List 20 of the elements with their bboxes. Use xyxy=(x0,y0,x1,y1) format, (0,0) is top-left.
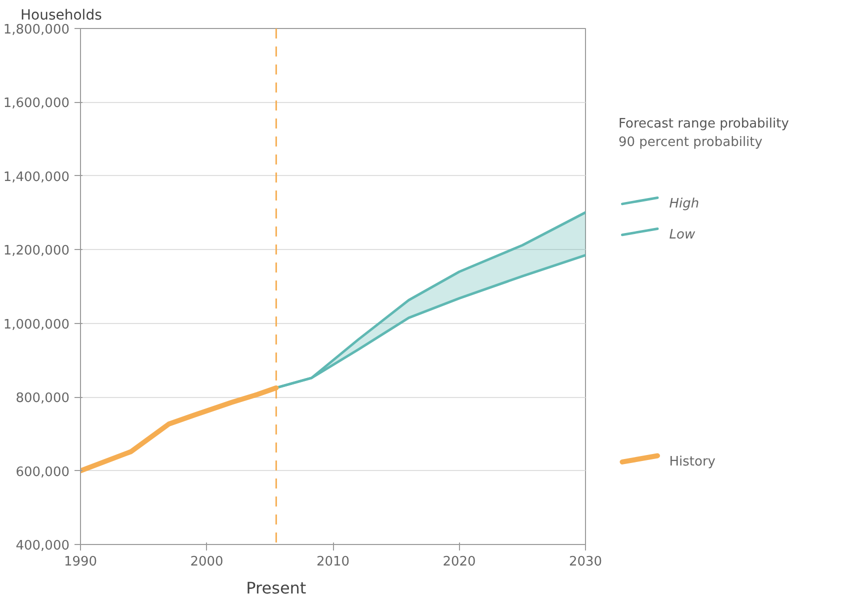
y-tick-label: 1,200,000 xyxy=(3,244,70,259)
x-tick-label: 1990 xyxy=(64,554,98,570)
x-tick-label: 2000 xyxy=(190,554,224,570)
y-tick-label: 800,000 xyxy=(16,391,70,406)
y-tick-label: 1,000,000 xyxy=(3,317,70,332)
y-tick-label: 1,800,000 xyxy=(3,22,70,38)
x-tick-label: 2030 xyxy=(568,554,602,570)
ref-line-label: Present xyxy=(246,578,306,598)
legend-label: Low xyxy=(669,227,696,242)
y-axis-title: Households xyxy=(20,8,102,24)
y-tick-label: 1,400,000 xyxy=(3,170,70,185)
y-tick-label: 400,000 xyxy=(16,538,70,554)
x-tick-label: 2010 xyxy=(316,554,350,570)
x-tick-label: 2020 xyxy=(442,554,476,570)
y-tick-label: 600,000 xyxy=(16,464,70,480)
y-tick-label: 1,600,000 xyxy=(3,96,70,112)
legend-title: Forecast range probability xyxy=(618,116,790,132)
legend-label: High xyxy=(669,196,700,212)
text: 90 percent probability xyxy=(618,134,763,150)
legend-label: History xyxy=(669,454,716,470)
